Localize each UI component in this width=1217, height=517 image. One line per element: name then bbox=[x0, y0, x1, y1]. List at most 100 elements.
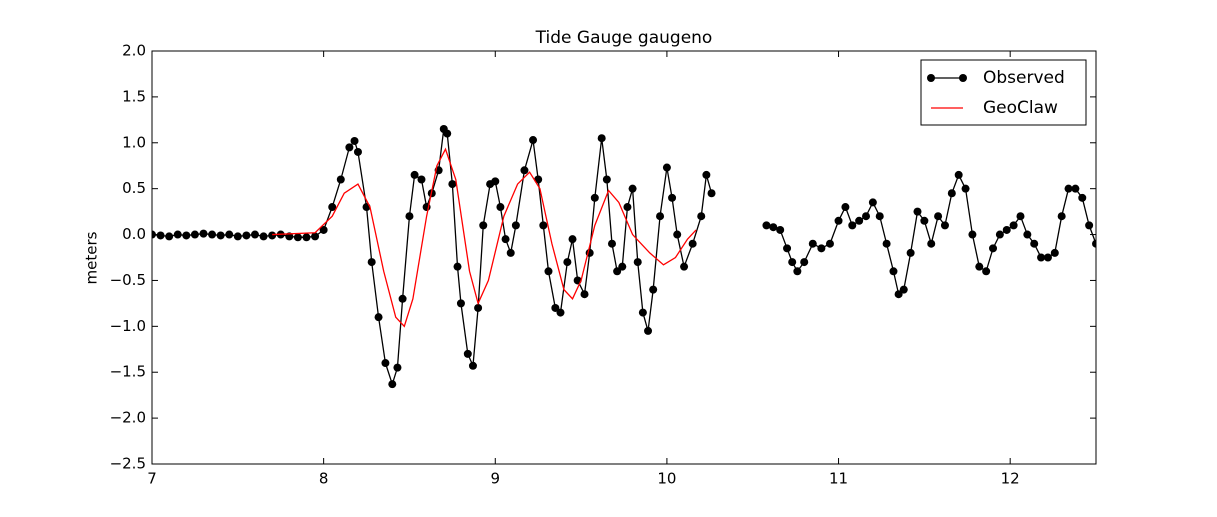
series-marker bbox=[208, 230, 217, 239]
series-marker bbox=[697, 212, 706, 221]
series-marker bbox=[762, 221, 771, 230]
series-marker bbox=[1009, 221, 1018, 230]
series-marker bbox=[529, 136, 538, 145]
series-marker bbox=[479, 221, 488, 230]
series-marker bbox=[825, 239, 834, 248]
legend-label: Observed bbox=[983, 68, 1065, 88]
series-marker bbox=[702, 170, 711, 179]
series-marker bbox=[668, 193, 677, 202]
series-marker bbox=[638, 308, 647, 317]
series-marker bbox=[453, 262, 462, 271]
series-marker bbox=[855, 216, 864, 225]
series-marker bbox=[680, 262, 689, 271]
series-marker bbox=[982, 267, 991, 276]
series-marker bbox=[405, 212, 414, 221]
series-marker bbox=[989, 244, 998, 253]
series-marker bbox=[448, 180, 457, 189]
series-marker bbox=[456, 299, 465, 308]
series-marker bbox=[367, 258, 376, 267]
series-marker bbox=[848, 221, 857, 230]
legend-label: GeoClaw bbox=[983, 98, 1058, 118]
series-marker bbox=[644, 326, 653, 335]
series-marker bbox=[783, 244, 792, 253]
series-marker bbox=[410, 170, 419, 179]
series-marker bbox=[673, 230, 682, 239]
series-marker bbox=[225, 230, 234, 239]
series-marker bbox=[199, 229, 208, 238]
series-marker bbox=[649, 285, 658, 294]
series-marker bbox=[520, 166, 529, 175]
series-marker bbox=[868, 198, 877, 207]
series-marker bbox=[468, 361, 477, 370]
series-marker bbox=[501, 235, 510, 244]
plot-area bbox=[152, 125, 1096, 389]
series-marker bbox=[920, 216, 929, 225]
series-marker bbox=[374, 313, 383, 322]
series-marker bbox=[862, 212, 871, 221]
series-marker bbox=[1064, 184, 1073, 193]
series-marker bbox=[947, 189, 956, 198]
series-marker bbox=[656, 212, 665, 221]
chart-title: Tide Gauge gaugeno bbox=[535, 28, 713, 48]
series-marker bbox=[623, 203, 632, 212]
series-marker bbox=[1037, 253, 1046, 262]
series-marker bbox=[328, 203, 337, 212]
series-marker bbox=[776, 225, 785, 234]
x-tick-label: 12 bbox=[1001, 470, 1020, 488]
legend-marker bbox=[927, 74, 935, 82]
series-marker bbox=[597, 134, 606, 143]
series-marker bbox=[793, 267, 802, 276]
x-tick-label: 7 bbox=[147, 470, 157, 488]
series-marker bbox=[152, 230, 156, 239]
series-marker bbox=[995, 230, 1004, 239]
series-marker bbox=[345, 143, 354, 152]
series-marker bbox=[1057, 212, 1066, 221]
series-marker bbox=[233, 232, 242, 241]
series-marker bbox=[834, 216, 843, 225]
series-marker bbox=[302, 233, 311, 242]
x-tick-label: 8 bbox=[319, 470, 329, 488]
series-marker bbox=[568, 235, 577, 244]
series-marker bbox=[511, 221, 520, 230]
series-marker bbox=[906, 248, 915, 257]
series-marker bbox=[875, 212, 884, 221]
series-marker bbox=[934, 212, 943, 221]
series-marker bbox=[882, 239, 891, 248]
series-marker bbox=[491, 177, 500, 186]
series-marker bbox=[613, 267, 622, 276]
legend-marker bbox=[959, 74, 967, 82]
series-marker bbox=[551, 303, 560, 312]
y-tick-label: −2.5 bbox=[110, 455, 146, 473]
series-marker bbox=[580, 290, 589, 299]
series-marker bbox=[590, 193, 599, 202]
series-marker bbox=[417, 175, 426, 184]
series-marker bbox=[968, 230, 977, 239]
y-tick-label: 1.0 bbox=[122, 133, 146, 151]
y-tick-label: −0.5 bbox=[110, 271, 146, 289]
series-marker bbox=[381, 359, 390, 368]
series-marker bbox=[1002, 225, 1011, 234]
series-marker bbox=[182, 231, 191, 240]
series-marker bbox=[496, 203, 505, 212]
series-marker bbox=[841, 203, 850, 212]
y-tick-label: 2.0 bbox=[122, 42, 146, 60]
series-marker bbox=[353, 147, 362, 156]
series-marker bbox=[250, 230, 259, 239]
series-marker bbox=[769, 223, 778, 232]
series-marker bbox=[1016, 212, 1025, 221]
series-marker bbox=[975, 262, 984, 271]
series-marker bbox=[889, 267, 898, 276]
y-tick-label: −2.0 bbox=[110, 409, 146, 427]
series-marker bbox=[913, 207, 922, 216]
series-marker bbox=[443, 129, 452, 138]
series-marker bbox=[336, 175, 345, 184]
series-marker bbox=[563, 258, 572, 267]
series-marker bbox=[707, 189, 716, 198]
x-tick-label: 9 bbox=[490, 470, 500, 488]
y-axis-label: meters bbox=[83, 231, 101, 284]
series-marker bbox=[1092, 239, 1096, 248]
x-tick-label: 11 bbox=[829, 470, 848, 488]
series-marker bbox=[242, 231, 251, 240]
series-marker bbox=[1043, 253, 1052, 262]
